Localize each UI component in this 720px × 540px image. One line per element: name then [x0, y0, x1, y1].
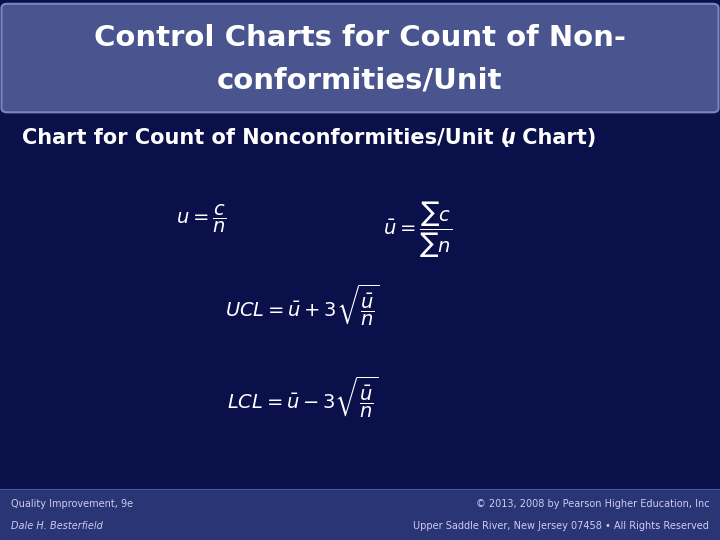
Text: Chart for Count of Nonconformities/Unit (: Chart for Count of Nonconformities/Unit … — [22, 127, 510, 148]
Text: $UCL = \bar{u} + 3\sqrt{\dfrac{\bar{u}}{n}}$: $UCL = \bar{u} + 3\sqrt{\dfrac{\bar{u}}{… — [225, 282, 379, 328]
Text: $LCL = \bar{u} - 3\sqrt{\dfrac{\bar{u}}{n}}$: $LCL = \bar{u} - 3\sqrt{\dfrac{\bar{u}}{… — [227, 374, 378, 420]
Text: $\bar{u} = \dfrac{\sum c}{\sum n}$: $\bar{u} = \dfrac{\sum c}{\sum n}$ — [383, 199, 452, 260]
Text: Chart): Chart) — [515, 127, 596, 148]
Bar — [0, 489, 720, 540]
Text: $u = \dfrac{c}{n}$: $u = \dfrac{c}{n}$ — [176, 202, 227, 235]
Text: Control Charts for Count of Non-: Control Charts for Count of Non- — [94, 24, 626, 52]
Text: Quality Improvement, 9e: Quality Improvement, 9e — [11, 499, 133, 509]
Text: Dale H. Besterfield: Dale H. Besterfield — [11, 521, 103, 531]
Text: u: u — [500, 127, 516, 148]
Text: Upper Saddle River, New Jersey 07458 • All Rights Reserved: Upper Saddle River, New Jersey 07458 • A… — [413, 521, 709, 531]
Text: conformities/Unit: conformities/Unit — [217, 66, 503, 94]
Text: © 2013, 2008 by Pearson Higher Education, Inc: © 2013, 2008 by Pearson Higher Education… — [476, 499, 709, 509]
FancyBboxPatch shape — [1, 4, 719, 112]
